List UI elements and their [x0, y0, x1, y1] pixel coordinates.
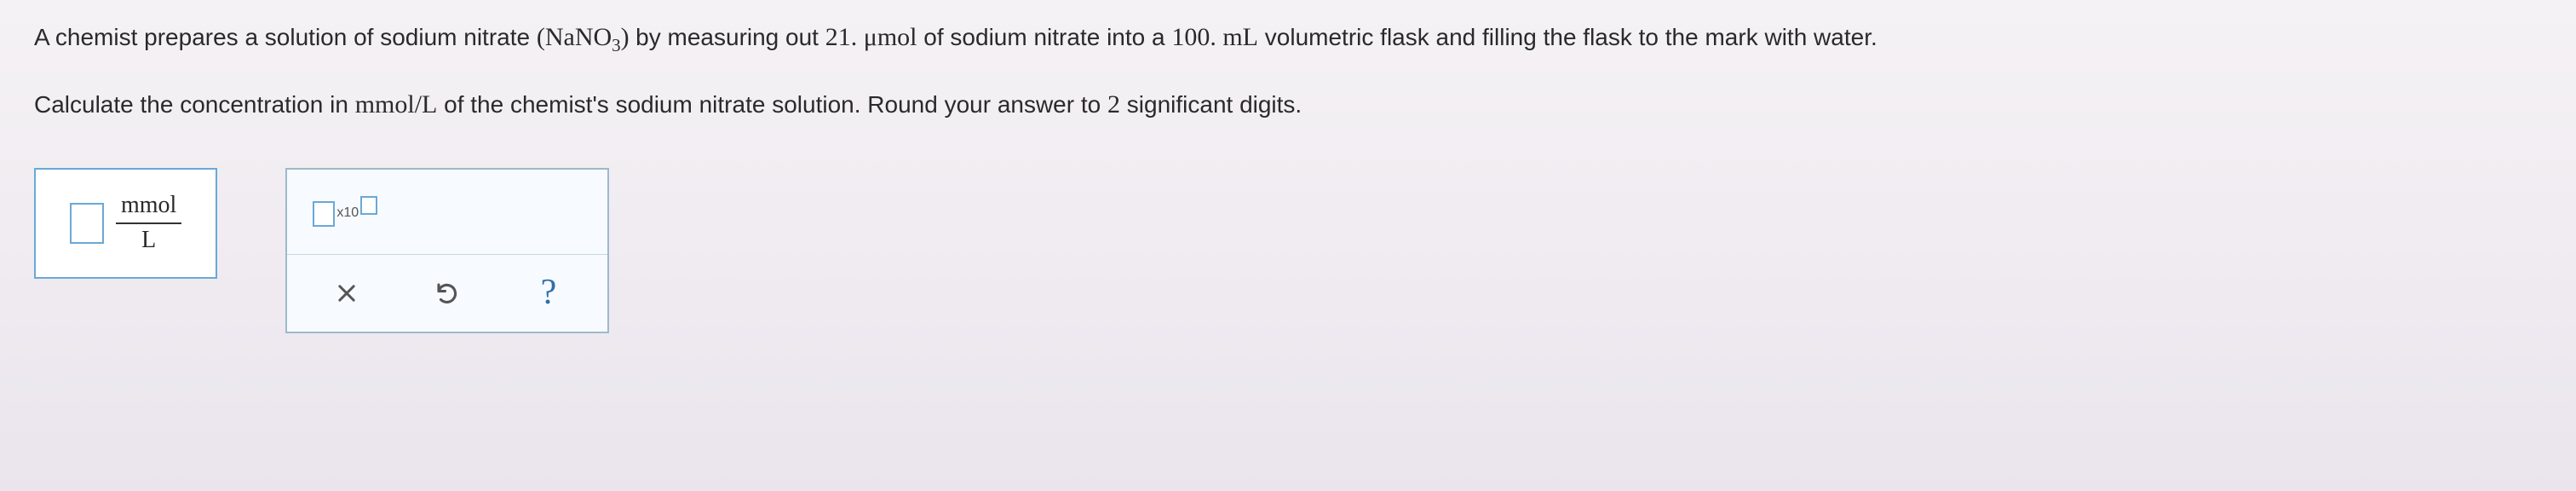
text-segment: significant digits. — [1127, 91, 1302, 118]
toolbox-row-actions: ? — [287, 255, 607, 332]
text-segment: of sodium nitrate into a — [923, 24, 1171, 50]
text-segment: A chemist prepares a solution of sodium … — [34, 24, 537, 50]
sigfig-count: 2 — [1107, 90, 1120, 118]
sci-exponent-box — [360, 196, 377, 215]
undo-icon — [434, 280, 460, 306]
sci-x10-label: x10 — [336, 202, 359, 224]
compound-subscript: 3 — [612, 35, 621, 55]
answer-box: mmol L — [34, 168, 217, 279]
clear-button[interactable] — [330, 276, 364, 310]
paren-close: ) — [621, 23, 630, 51]
amount-unit: μmol — [857, 23, 917, 51]
question-paragraph-2: Calculate the concentration in mmol/L of… — [34, 84, 2504, 125]
sci-coefficient-box — [313, 201, 335, 227]
chemical-formula: (NaNO3) — [537, 23, 635, 51]
question-paragraph-1: A chemist prepares a solution of sodium … — [34, 17, 2504, 61]
concentration-unit: mmol/L — [355, 90, 438, 118]
toolbox: x10 ? — [285, 168, 609, 333]
x-icon — [335, 281, 359, 305]
text-segment: of the chemist's sodium nitrate solution… — [444, 91, 1107, 118]
help-button[interactable]: ? — [532, 276, 566, 310]
question-text: A chemist prepares a solution of sodium … — [34, 17, 2504, 125]
unit-denominator: L — [141, 224, 156, 254]
toolbox-row-formats: x10 — [287, 170, 607, 255]
compound-symbol: NaNO — [545, 23, 612, 51]
unit-fraction: mmol L — [116, 193, 181, 254]
undo-button[interactable] — [430, 276, 464, 310]
scientific-notation-button[interactable]: x10 — [313, 196, 377, 227]
volume-unit: mL — [1216, 23, 1258, 51]
question-mark-icon: ? — [541, 264, 557, 321]
text-segment: Calculate the concentration in — [34, 91, 355, 118]
text-segment: volumetric flask and filling the flask t… — [1265, 24, 1877, 50]
answer-input[interactable] — [70, 203, 104, 244]
amount-value: 21. — [825, 23, 858, 51]
text-segment: by measuring out — [635, 24, 825, 50]
answer-area: mmol L x10 ? — [34, 168, 2542, 333]
volume-value: 100. — [1171, 23, 1216, 51]
paren-open: ( — [537, 23, 545, 51]
unit-numerator: mmol — [116, 193, 181, 224]
